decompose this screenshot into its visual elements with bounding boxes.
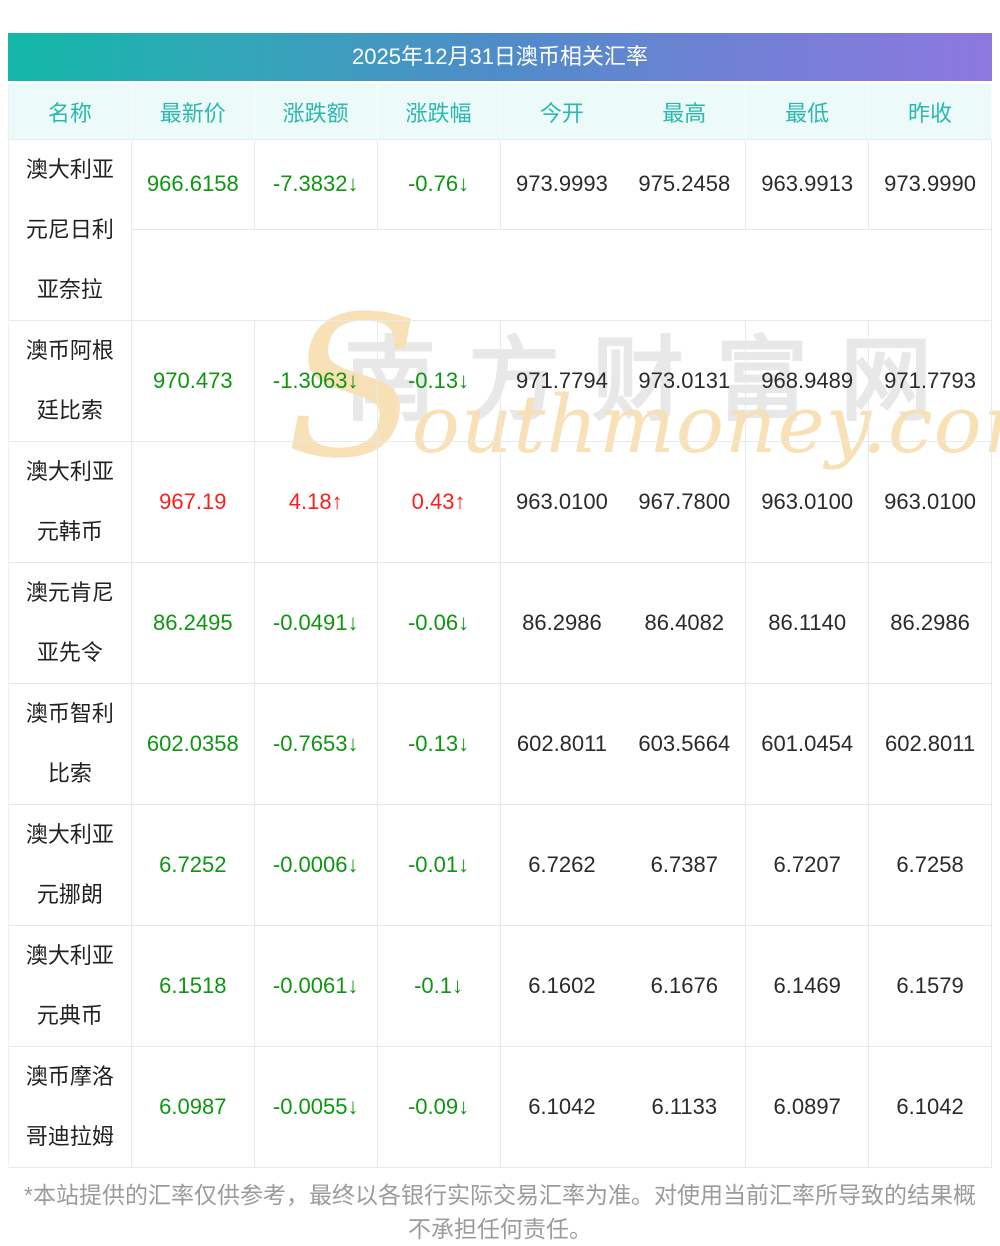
- cell-change: -0.7653↓: [254, 684, 378, 805]
- cell-name: 澳币阿根廷比索: [9, 321, 132, 442]
- cell-latest: 967.19: [131, 442, 255, 563]
- cell-pct: -0.01↓: [377, 805, 501, 926]
- cell-latest: 970.473: [131, 321, 255, 442]
- cell-low: 963.9913: [746, 140, 870, 230]
- cell-name: 澳大利亚元尼日利亚奈拉: [9, 140, 132, 321]
- cell-latest: 6.0987: [131, 1047, 255, 1168]
- table-row: 澳大利亚元尼日利亚奈拉 966.6158 -7.3832↓ -0.76↓ 973.999…: [9, 140, 992, 321]
- cell-high: 86.4082: [623, 563, 747, 684]
- cell-pct: -0.1↓: [377, 926, 501, 1047]
- cell-low: 963.0100: [746, 442, 870, 563]
- cell-name: 澳大利亚元典币: [9, 926, 132, 1047]
- cell-high: 6.1676: [623, 926, 747, 1047]
- cell-open: 86.2986: [500, 563, 624, 684]
- column-header-5: 今开: [500, 84, 624, 140]
- column-header-2: 最新价: [131, 84, 255, 140]
- cell-change: -0.0061↓: [254, 926, 378, 1047]
- cell-high: 6.7387: [623, 805, 747, 926]
- cell-prev: 6.7258: [869, 805, 992, 926]
- cell-name: 澳大利亚元韩币: [9, 442, 132, 563]
- cell-low: 968.9489: [746, 321, 870, 442]
- cell-pct: -0.76↓: [377, 140, 501, 230]
- cell-pct: -0.13↓: [377, 321, 501, 442]
- column-header-4: 涨跌幅: [377, 84, 501, 140]
- cell-change: -1.3063↓: [254, 321, 378, 442]
- cell-pct: -0.13↓: [377, 684, 501, 805]
- column-header-8: 昨收: [869, 84, 992, 140]
- column-header-1: 名称: [9, 84, 132, 140]
- cell-change: -0.0055↓: [254, 1047, 378, 1168]
- cell-high: 6.1133: [623, 1047, 747, 1168]
- cell-open: 971.7794: [500, 321, 624, 442]
- cell-prev: 963.0100: [869, 442, 992, 563]
- cell-pct: -0.09↓: [377, 1047, 501, 1168]
- disclaimer-text: *本站提供的汇率仅供参考，最终以各银行实际交易汇率为准。对使用当前汇率所导致的结…: [24, 1182, 976, 1242]
- cell-name: 澳币智利比索: [9, 684, 132, 805]
- cell-low: 6.1469: [746, 926, 870, 1047]
- table-row: 澳币摩洛哥迪拉姆 6.0987 -0.0055↓ -0.09↓ 6.1042 6.1133…: [9, 1047, 992, 1168]
- rate-table-header-row: 名称 最新价 涨跌额 涨跌幅 今开 最高 最低 昨收: [9, 84, 992, 140]
- spacer-cell: [131, 229, 992, 321]
- cell-name: 澳大利亚元挪朗: [9, 805, 132, 926]
- table-row: 澳币阿根廷比索 970.473 -1.3063↓ -0.13↓ 971.7794 973.…: [9, 321, 992, 442]
- rate-table-body: 澳大利亚元尼日利亚奈拉 966.6158 -7.3832↓ -0.76↓ 973.999…: [9, 140, 992, 1168]
- cell-prev: 971.7793: [869, 321, 992, 442]
- cell-change: -0.0006↓: [254, 805, 378, 926]
- cell-open: 973.9993: [500, 140, 624, 230]
- page-title: 2025年12月31日澳币相关汇率: [8, 33, 992, 81]
- rate-table: 名称 最新价 涨跌额 涨跌幅 今开 最高 最低 昨收 澳大利亚元尼日利亚奈拉 966.6158-…: [8, 84, 992, 1168]
- cell-latest: 6.1518: [131, 926, 255, 1047]
- table-row: 澳大利亚元韩币 967.19 4.18↑ 0.43↑ 963.0100 967.7800 9…: [9, 442, 992, 563]
- cell-open: 6.1602: [500, 926, 624, 1047]
- cell-name: 澳元肯尼亚先令: [9, 563, 132, 684]
- cell-open: 602.8011: [500, 684, 624, 805]
- cell-pct: -0.06↓: [377, 563, 501, 684]
- cell-latest: 6.7252: [131, 805, 255, 926]
- cell-change: 4.18↑: [254, 442, 378, 563]
- cell-open: 6.1042: [500, 1047, 624, 1168]
- cell-latest: 966.6158: [131, 140, 255, 230]
- cell-latest: 86.2495: [131, 563, 255, 684]
- cell-latest: 602.0358: [131, 684, 255, 805]
- cell-name: 澳币摩洛哥迪拉姆: [9, 1047, 132, 1168]
- table-row: 澳大利亚元挪朗 6.7252 -0.0006↓ -0.01↓ 6.7262 6.7387 6…: [9, 805, 992, 926]
- cell-low: 6.7207: [746, 805, 870, 926]
- cell-low: 86.1140: [746, 563, 870, 684]
- cell-change: -7.3832↓: [254, 140, 378, 230]
- cell-prev: 973.9990: [869, 140, 992, 230]
- cell-prev: 6.1579: [869, 926, 992, 1047]
- cell-high: 967.7800: [623, 442, 747, 563]
- cell-high: 603.5664: [623, 684, 747, 805]
- cell-low: 6.0897: [746, 1047, 870, 1168]
- column-header-3: 涨跌额: [254, 84, 378, 140]
- cell-open: 963.0100: [500, 442, 624, 563]
- cell-prev: 602.8011: [869, 684, 992, 805]
- table-row: 澳元肯尼亚先令 86.2495 -0.0491↓ -0.06↓ 86.2986 86.40…: [9, 563, 992, 684]
- cell-change: -0.0491↓: [254, 563, 378, 684]
- cell-low: 601.0454: [746, 684, 870, 805]
- table-row: 澳大利亚元典币 6.1518 -0.0061↓ -0.1↓ 6.1602 6.1676 6.…: [9, 926, 992, 1047]
- cell-pct: 0.43↑: [377, 442, 501, 563]
- cell-high: 973.0131: [623, 321, 747, 442]
- column-header-6: 最高: [623, 84, 747, 140]
- rate-table-container: 南方财富网 S outhmoney.com 名称 最新价 涨跌额 涨跌幅 今开 最高 最低昨…: [8, 84, 1000, 1168]
- column-header-7: 最低: [746, 84, 870, 140]
- row-continuation-spacer: [9, 229, 992, 321]
- cell-high: 975.2458: [623, 140, 747, 230]
- cell-prev: 6.1042: [869, 1047, 992, 1168]
- cell-open: 6.7262: [500, 805, 624, 926]
- table-row: 澳币智利比索 602.0358 -0.7653↓ -0.13↓ 602.8011 603.…: [9, 684, 992, 805]
- cell-prev: 86.2986: [869, 563, 992, 684]
